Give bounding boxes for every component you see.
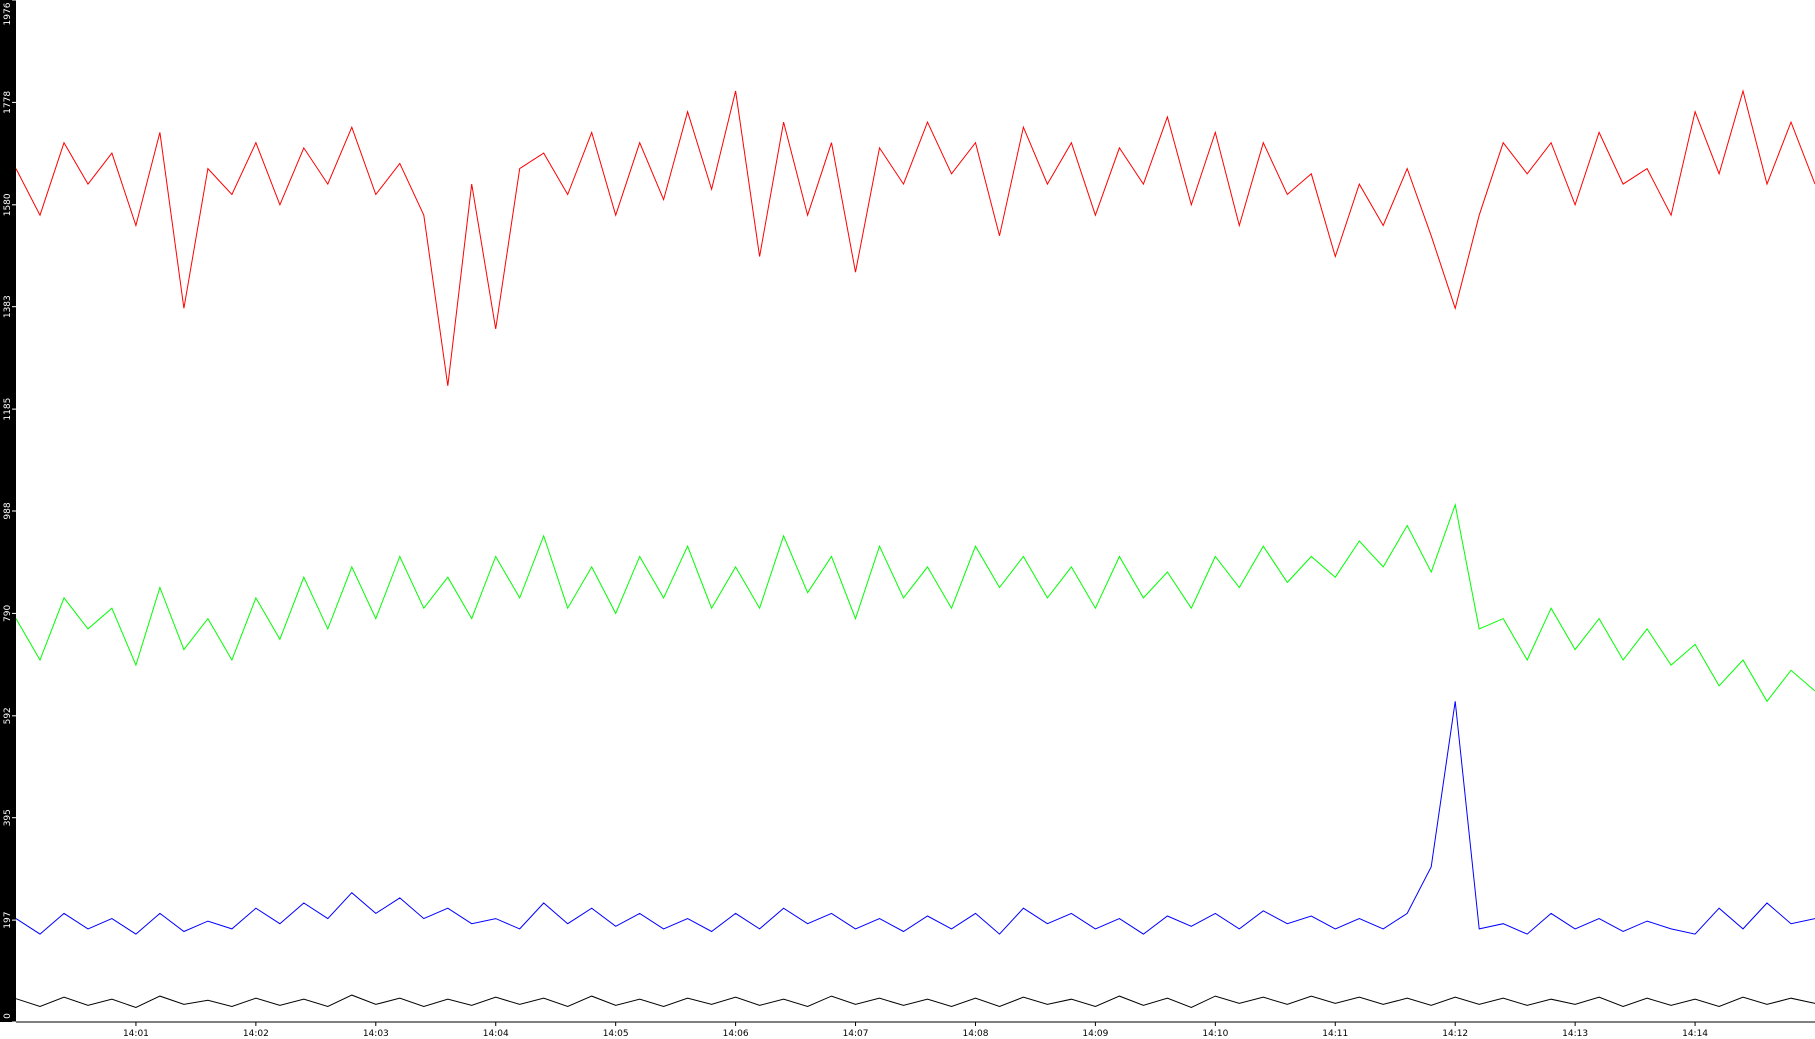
x-tick-label: 14:02 — [243, 1029, 269, 1039]
y-tick-label: 1976 — [3, 2, 13, 25]
x-tick-label: 14:04 — [483, 1029, 509, 1039]
y-tick-label: 0 — [3, 1013, 13, 1019]
series-line — [15, 701, 1815, 935]
x-tick-label: 14:06 — [723, 1029, 749, 1039]
y-tick-label: 1383 — [3, 295, 13, 318]
x-tick-label: 14:10 — [1202, 1029, 1228, 1039]
x-tick-label: 14:03 — [363, 1029, 389, 1039]
y-tick-label: 1185 — [3, 398, 13, 421]
x-tick-label: 14:14 — [1682, 1029, 1708, 1039]
x-tick-label: 14:05 — [603, 1029, 629, 1039]
y-tick-label: 197 — [3, 912, 13, 929]
x-tick-label: 14:12 — [1442, 1029, 1468, 1039]
y-tick-label: 790 — [3, 605, 13, 622]
y-axis-strip — [0, 0, 16, 1022]
x-tick-label: 14:01 — [123, 1029, 149, 1039]
series-line — [15, 994, 1815, 1009]
y-tick-label: 592 — [3, 707, 13, 724]
y-tick-label: 1580 — [3, 193, 13, 216]
series-line — [15, 89, 1815, 386]
y-tick-label: 395 — [3, 809, 13, 826]
x-tick-label: 14:11 — [1322, 1029, 1348, 1039]
x-tick-label: 14:07 — [843, 1029, 869, 1039]
x-tick-label: 14:08 — [962, 1029, 988, 1039]
y-tick-label: 988 — [3, 502, 13, 519]
series-line — [15, 502, 1815, 703]
x-tick-label: 14:09 — [1082, 1029, 1108, 1039]
y-tick-label: 1778 — [3, 91, 13, 114]
x-tick-label: 14:13 — [1562, 1029, 1588, 1039]
